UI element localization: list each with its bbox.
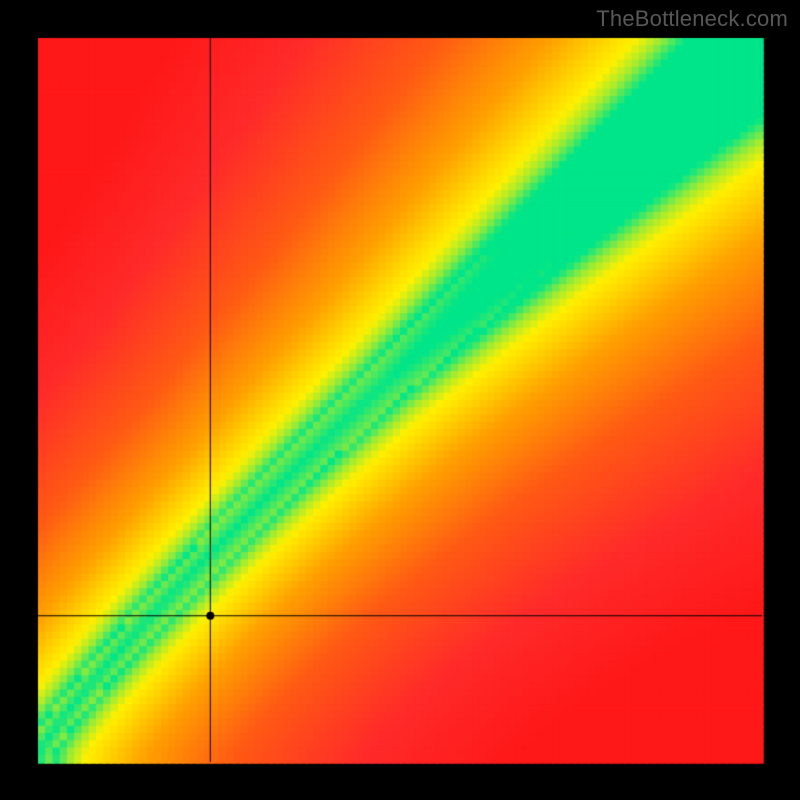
watermark-text: TheBottleneck.com [596, 6, 788, 32]
chart-container: TheBottleneck.com [0, 0, 800, 800]
bottleneck-heatmap [0, 0, 800, 800]
